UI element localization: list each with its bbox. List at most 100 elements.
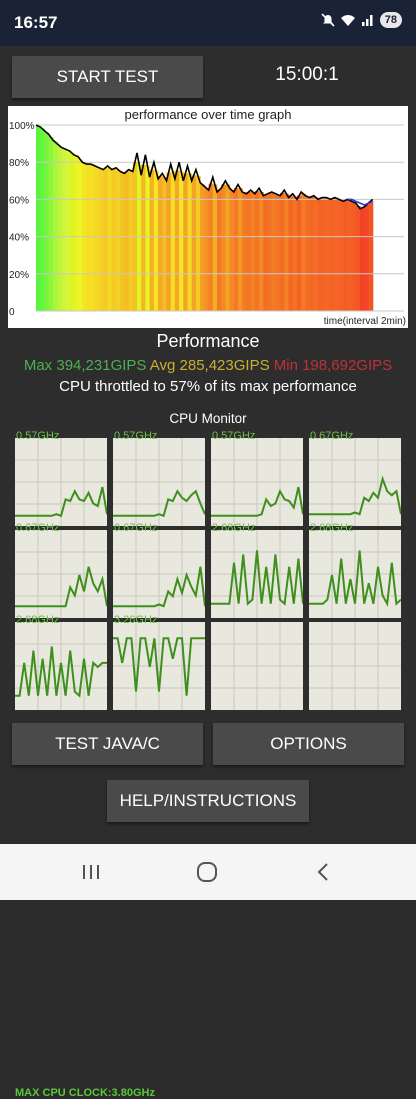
core-load-line (15, 646, 107, 698)
home-icon[interactable] (192, 858, 222, 886)
performance-area-slice (48, 137, 54, 311)
navigation-bar (0, 844, 416, 900)
performance-area-slice (246, 191, 252, 311)
performance-title: Performance (156, 331, 260, 351)
performance-area-slice (347, 200, 353, 311)
y-tick-label: 20% (9, 270, 29, 281)
performance-area-slice (99, 168, 104, 311)
performance-area-slice (318, 198, 323, 311)
performance-area-slice (166, 172, 172, 311)
performance-area-slice (86, 164, 92, 311)
performance-area-slice (212, 184, 218, 311)
performance-area-slice (284, 193, 290, 311)
core-load-line (15, 566, 107, 608)
performance-area-slice (267, 192, 273, 311)
cpu-core-graph: 0.57GHz (113, 430, 205, 526)
throttle-summary: CPU throttled to 57% of its max performa… (59, 378, 357, 395)
performance-area-slice (330, 198, 336, 311)
performance-area-slice (301, 193, 306, 311)
performance-area-slice (187, 173, 193, 311)
options-button[interactable]: OPTIONS (213, 723, 404, 765)
back-icon[interactable] (308, 858, 338, 886)
performance-area-slice (229, 190, 235, 311)
performance-area-slice (128, 170, 134, 311)
cpu-core-frequency: 0.67GHz (16, 522, 60, 534)
performance-area-slice (52, 141, 58, 311)
performance-area-slice (263, 194, 269, 311)
performance-area-slice (216, 190, 222, 311)
performance-area-slice (208, 183, 214, 311)
performance-area-slice (275, 194, 281, 311)
cpu-core-graph: 2.68GHz (309, 522, 401, 618)
performance-area-slice (145, 165, 151, 311)
performance-area-slice (254, 191, 260, 311)
cpu-core-frequency: 0.57GHz (114, 430, 158, 442)
performance-area-slice (153, 170, 159, 311)
performance-area-slice (73, 155, 79, 311)
app-content: START TEST 15:00:1 100% 80% 60% 40% 20% 0 perf… (0, 46, 416, 1099)
performance-area-slice (78, 159, 83, 311)
core-load-line (211, 550, 303, 606)
performance-area-slice (343, 200, 349, 311)
performance-area-slice (334, 198, 340, 311)
cpu-core-frequency: 3.26GHz (114, 614, 158, 626)
cpu-core-graph: 0.67GHz (309, 430, 401, 526)
performance-area-slice (225, 184, 231, 311)
test-java-c-button[interactable]: TEST JAVA/C (12, 723, 203, 765)
cpu-core-graph (211, 622, 303, 710)
mute-icon (321, 13, 335, 27)
performance-area-slice (183, 173, 189, 311)
min-performance: Min 198,692GIPS (273, 357, 393, 374)
performance-area-slice (355, 205, 361, 311)
wifi-icon (340, 15, 355, 26)
performance-area-slice (296, 195, 302, 311)
performance-area-slice (141, 164, 147, 311)
status-icons: 78 (321, 12, 402, 28)
y-tick-label: 80% (9, 158, 29, 169)
performance-stats: Max 394,231GIPS Avg 285,423GIPS Min 198,… (0, 357, 416, 374)
cpu-core-graph: 0.67GHz (15, 522, 107, 618)
performance-area-slice (36, 125, 41, 312)
performance-area-slice (103, 167, 109, 311)
core-load-line (309, 550, 401, 607)
battery-icon: 78 (379, 12, 402, 28)
performance-area-slice (364, 204, 370, 311)
performance-area-slice (174, 170, 180, 311)
performance-area-slice (137, 164, 142, 311)
core-load-line (15, 486, 107, 518)
cpu-core-frequency: 0.67GHz (310, 430, 354, 442)
performance-area-slice (44, 132, 50, 311)
core-load-line (211, 486, 303, 517)
performance-graph: 100% 80% 60% 40% 20% 0 performance over time g… (8, 106, 408, 328)
performance-area-slice (179, 171, 184, 311)
performance-area-slice (250, 191, 256, 311)
performance-area-slice (368, 201, 374, 311)
cpu-core-graph: 0.57GHz (15, 430, 107, 526)
performance-area-slice (170, 171, 176, 311)
help-instructions-button[interactable]: HELP/INSTRUCTIONS (107, 780, 309, 822)
performance-area-slice (61, 148, 67, 311)
performance-area-slice (158, 176, 163, 311)
start-test-button[interactable]: START TEST (12, 56, 203, 98)
performance-area-slice (242, 192, 248, 311)
performance-area-slice (120, 172, 125, 311)
core-load-line (113, 637, 205, 696)
status-bar: 16:57 78 (0, 0, 416, 46)
y-tick-label: 40% (9, 233, 29, 244)
cpu-core-frequency: 0.57GHz (212, 430, 256, 442)
test-timer: 15:00:1 (275, 64, 339, 85)
performance-area-slice (124, 171, 130, 311)
performance-area-slice (204, 188, 210, 311)
y-tick-label: 0 (9, 307, 15, 318)
recent-apps-icon[interactable] (76, 858, 106, 886)
cpu-core-graph: 0.67GHz (113, 522, 205, 618)
y-tick-label: 100% (9, 121, 35, 132)
avg-performance: Avg 285,423GIPS (149, 357, 270, 374)
cpu-core-graph: 2.68GHz (211, 522, 303, 618)
performance-area-slice (339, 200, 344, 311)
performance-area-slice (162, 177, 168, 311)
average-line (347, 198, 374, 206)
performance-area-slice (200, 184, 205, 311)
performance-area-slice (292, 196, 298, 311)
cpu-core-frequency: 2.68GHz (212, 522, 256, 534)
